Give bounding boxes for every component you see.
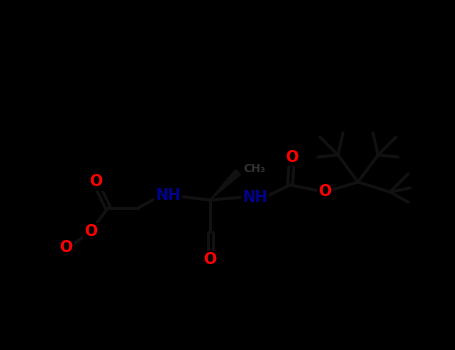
Text: O: O bbox=[85, 224, 97, 239]
Polygon shape bbox=[210, 169, 241, 200]
Text: O: O bbox=[285, 149, 298, 164]
Text: NH: NH bbox=[242, 189, 268, 204]
Text: NH: NH bbox=[155, 189, 181, 203]
Text: O: O bbox=[318, 184, 332, 200]
Text: O: O bbox=[203, 252, 217, 267]
Text: CH₃: CH₃ bbox=[243, 164, 265, 174]
Text: O: O bbox=[60, 240, 72, 256]
Text: O: O bbox=[90, 175, 102, 189]
